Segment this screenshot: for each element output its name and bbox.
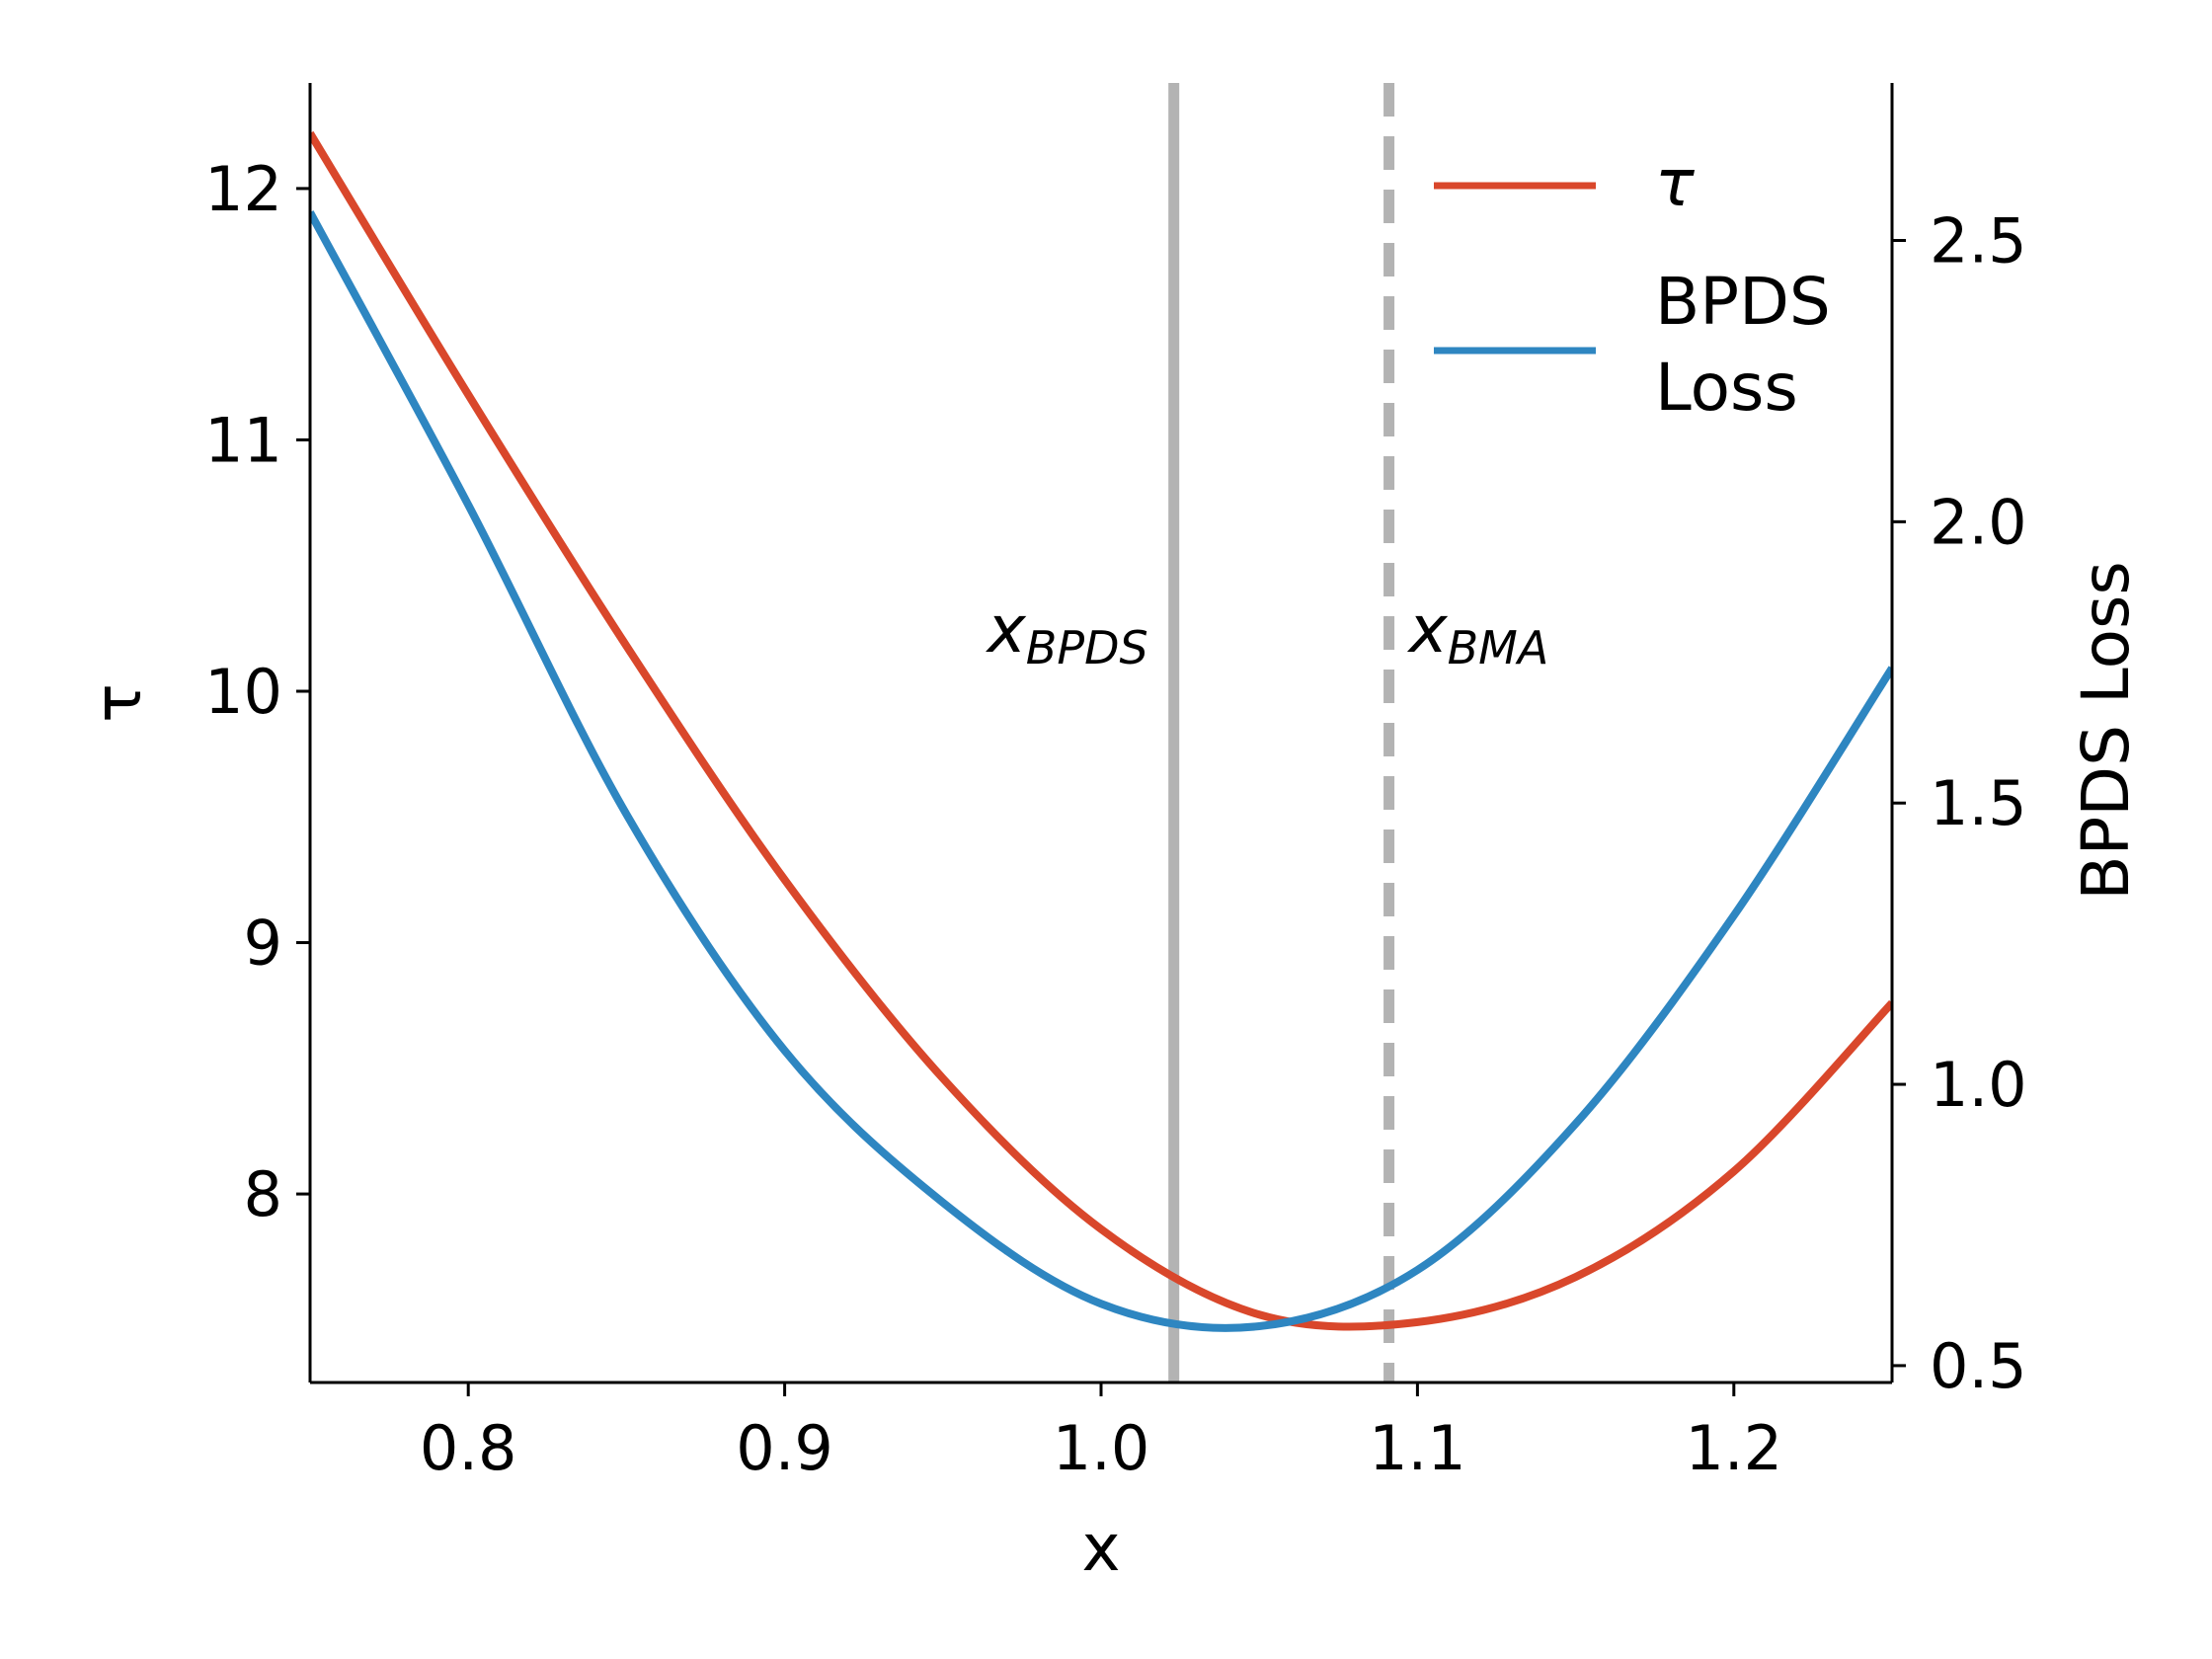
y-right-tick-label: 0.5 [1930, 1330, 2027, 1402]
annotation-subscript: BPDS [1026, 621, 1148, 674]
y-right-tick-label: 1.5 [1930, 767, 2027, 839]
annotation-base: x [986, 592, 1027, 668]
annotation-subscript: BMA [1448, 621, 1549, 674]
y-left-tick-label: 8 [244, 1158, 282, 1230]
x-tick-label: 0.9 [736, 1412, 833, 1484]
x-axis-label: x [1081, 1510, 1120, 1586]
legend: τ BPDS Loss [1434, 145, 1831, 426]
x-tick-label: 0.8 [420, 1412, 517, 1484]
series-lines [310, 130, 1892, 1332]
x-tick-label: 1.2 [1685, 1412, 1782, 1484]
legend-label-1-line-1: Loss [1655, 350, 1798, 426]
y-right-tick-label: 2.5 [1930, 205, 2027, 277]
annotation-base: x [1407, 592, 1449, 668]
annotation-x_BMA: xBMA [1407, 592, 1549, 674]
legend-label-1-line-0: BPDS [1655, 264, 1831, 340]
y-right-tick-label: 2.0 [1930, 486, 2027, 558]
y-left-tick-label: 9 [244, 908, 282, 980]
y-axis-right-label: BPDS Loss [2068, 561, 2144, 901]
y-left-tick-label: 11 [204, 404, 282, 476]
legend-label-0: τ [1655, 145, 1696, 221]
reference-lines: xBPDS xBMA [986, 83, 1549, 1382]
y-right-tick-label: 1.0 [1930, 1049, 2027, 1121]
x-tick-label: 1.0 [1053, 1412, 1150, 1484]
series-line-0 [310, 130, 1892, 1331]
series-line-1 [310, 210, 1892, 1332]
y-left-tick-label: 12 [204, 153, 282, 225]
x-tick-label: 1.1 [1369, 1412, 1466, 1484]
y-left-tick-label: 10 [204, 656, 282, 728]
y-axis-left-label: τ [80, 683, 156, 723]
annotation-x_BPDS: xBPDS [986, 592, 1148, 674]
ticks: 0.8 0.9 1.0 1.1 1.2 8 9 10 11 12 0.5 1.0 1.5 2.0 2.5 [204, 153, 2027, 1484]
